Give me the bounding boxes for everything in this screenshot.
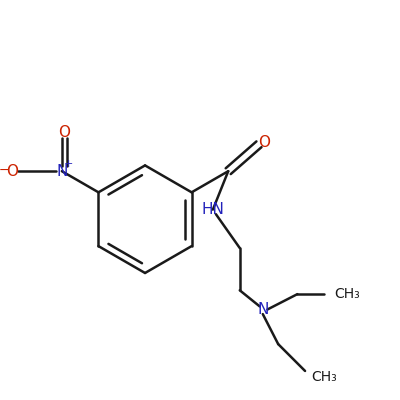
Text: CH₃: CH₃ [334, 287, 360, 301]
Text: HN: HN [202, 202, 224, 217]
Text: N: N [56, 164, 68, 179]
Text: O: O [6, 164, 18, 179]
Text: O: O [258, 135, 270, 150]
Text: CH₃: CH₃ [311, 370, 336, 384]
Text: −: − [0, 164, 9, 176]
Text: O: O [58, 125, 70, 140]
Text: +: + [64, 159, 74, 169]
Text: N: N [257, 302, 268, 317]
